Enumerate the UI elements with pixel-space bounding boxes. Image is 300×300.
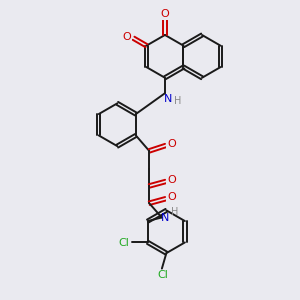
Text: O: O — [160, 9, 169, 19]
Text: O: O — [123, 32, 131, 42]
Text: N: N — [161, 213, 170, 223]
Text: O: O — [167, 175, 176, 185]
Text: N: N — [164, 94, 173, 103]
Text: H: H — [171, 206, 179, 217]
Text: O: O — [167, 192, 176, 202]
Text: H: H — [174, 96, 181, 106]
Text: Cl: Cl — [157, 270, 168, 280]
Text: Cl: Cl — [118, 238, 130, 248]
Text: O: O — [167, 139, 176, 149]
